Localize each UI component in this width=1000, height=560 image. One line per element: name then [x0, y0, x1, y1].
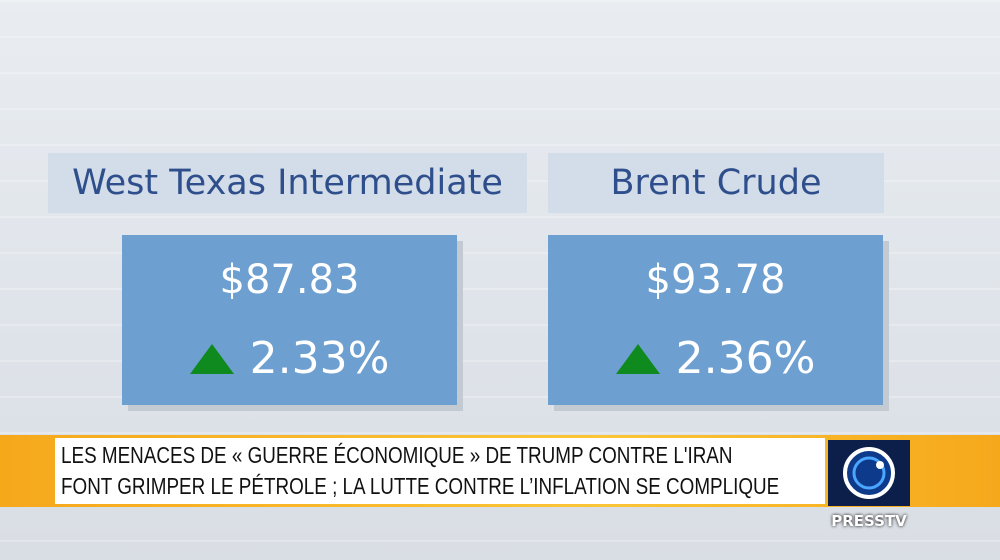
price: $87.83 [219, 257, 360, 303]
card-title-box: Brent Crude [548, 153, 884, 213]
change: 2.33% [249, 333, 390, 384]
logo-ring [843, 447, 895, 499]
up-arrow [189, 343, 234, 374]
ticker-line: FONT GRIMPER LE PÉTROLE ; LA LUTTE CONTR… [61, 473, 780, 499]
card-title: West Texas Intermediate [72, 163, 503, 203]
card-title-box: West Texas Intermediate [48, 153, 527, 213]
change-row: 2.36% [548, 333, 883, 384]
price: $93.78 [645, 257, 786, 303]
ticker-line: LES MENACES DE « GUERRE ÉCONOMIQUE » DE … [61, 442, 733, 468]
value-box: $93.78 2.36% [548, 235, 883, 405]
up-arrow [615, 343, 660, 374]
card-title: Brent Crude [610, 163, 822, 203]
value-box: $87.83 2.33% [122, 235, 457, 405]
logo-name: PRESSTV [831, 512, 907, 530]
logo [828, 440, 910, 506]
logo-dot [876, 461, 884, 469]
change-row: 2.33% [122, 333, 457, 384]
logo-inner [852, 456, 886, 490]
change: 2.36% [675, 333, 816, 384]
ticker: LES MENACES DE « GUERRE ÉCONOMIQUE » DE … [55, 438, 825, 504]
